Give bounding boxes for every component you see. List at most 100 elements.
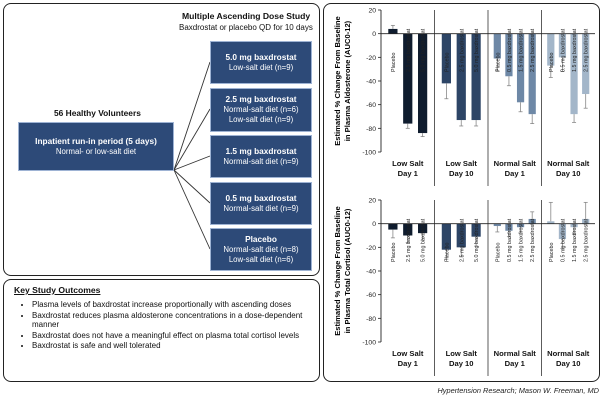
- y-tick-label: -20: [366, 55, 376, 62]
- y-axis-label: Estimated % Change From Baseline: [333, 206, 342, 336]
- bar: [441, 223, 451, 250]
- bar: [547, 221, 555, 224]
- bar-label: 2.5 mg baxdrostat: [406, 28, 412, 72]
- group-label: Day 10: [556, 359, 581, 368]
- bar-label: Placebo: [444, 243, 450, 262]
- group-label: Day 10: [449, 359, 474, 368]
- bar: [570, 223, 578, 228]
- bar-label: 5.0 mg baxdrostat: [474, 28, 480, 72]
- y-tick-label: -100: [362, 340, 376, 347]
- bar-label: 5.0 mg baxdrostat: [421, 218, 427, 262]
- bar-label: 0.5 mg baxdrostat: [560, 218, 566, 262]
- arm-dose: Placebo: [245, 233, 277, 244]
- bar: [582, 33, 590, 95]
- arm-dose: 0.5 mg baxdrostat: [225, 193, 297, 204]
- y-tick-label: -40: [366, 79, 376, 86]
- bar: [403, 33, 413, 124]
- connector-lines: [173, 61, 211, 250]
- y-tick-label: -20: [366, 245, 376, 252]
- bar: [582, 218, 590, 224]
- bar: [471, 223, 481, 237]
- results-panel: Estimated % Change From Baseline in Plasm…: [323, 3, 600, 382]
- y-axis-label: Estimated % Change From Baseline: [333, 16, 342, 146]
- y-tick-label: -60: [366, 102, 376, 109]
- arm-box-5mg: 5.0 mg baxdrostat Low-salt diet (n=9): [210, 41, 312, 84]
- bar-label: 2.5 mg baxdrostat: [584, 28, 590, 72]
- bar-label: Placebo: [495, 243, 501, 262]
- group-label: Low Salt: [392, 159, 424, 168]
- arm-line: Low-salt diet (n=6): [228, 254, 294, 264]
- aldosterone-chart: Estimated % Change From Baseline in Plasm…: [333, 8, 595, 186]
- bar-label: Placebo: [391, 243, 397, 262]
- arm-line: Normal-salt diet (n=9): [223, 156, 299, 166]
- outcome-item: Baxdrostat reduces plasma aldosterone co…: [32, 311, 314, 330]
- cortisol-chart: Estimated % Change From Baseline in Plasm…: [333, 198, 595, 376]
- bar: [505, 223, 513, 231]
- runin-title: Inpatient run-in period (5 days): [35, 136, 157, 147]
- bar-label: 1.5 mg baxdrostat: [572, 218, 578, 262]
- bar: [418, 33, 428, 134]
- y-axis-label: in Plasma Total Cortisol (AUC0-12): [343, 208, 352, 333]
- bar: [456, 223, 466, 248]
- study-design-panel: Multiple Ascending Dose Study Baxdrostat…: [3, 3, 320, 276]
- bar: [493, 33, 501, 59]
- bar-label: 0.5 mg baxdrostat: [507, 218, 513, 262]
- bar: [456, 33, 466, 121]
- bar: [403, 223, 413, 236]
- bar-label: Placebo: [495, 53, 501, 72]
- y-tick-label: -100: [362, 150, 376, 157]
- group-label: Normal Salt: [494, 159, 537, 168]
- arm-box-1-5mg: 1.5 mg baxdrostat Normal-salt diet (n=9): [210, 135, 312, 178]
- arm-box-2-5mg: 2.5 mg baxdrostat Normal-salt diet (n=6)…: [210, 88, 312, 132]
- arm-line: Normal-salt diet (n=8): [223, 244, 299, 254]
- bar: [471, 33, 481, 121]
- bar-label: 1.5 mg baxdrostat: [519, 28, 525, 72]
- arm-box-placebo: Placebo Normal-salt diet (n=8) Low-salt …: [210, 228, 312, 271]
- bar: [570, 33, 578, 115]
- arm-dose: 2.5 mg baxdrostat: [225, 94, 297, 105]
- bar: [388, 28, 398, 34]
- study-subtitle: Baxdrostat or placebo QD for 10 days: [179, 23, 313, 32]
- bar: [547, 33, 555, 66]
- bar: [528, 218, 536, 224]
- bar: [558, 223, 567, 240]
- study-title: Multiple Ascending Dose Study: [182, 11, 311, 21]
- arm-line: Normal-salt diet (n=9): [223, 203, 299, 213]
- bar: [516, 223, 525, 228]
- bar-label: Placebo: [549, 53, 555, 72]
- group-label: Low Salt: [446, 349, 478, 358]
- y-tick-label: -60: [366, 292, 376, 299]
- bar-label: 5.0 mg baxdrostat: [474, 218, 480, 262]
- outcomes-list: Plasma levels of baxdrostat increase pro…: [22, 300, 314, 352]
- arm-dose: 5.0 mg baxdrostat: [225, 52, 297, 63]
- arm-line: Low-salt diet (n=9): [228, 62, 294, 72]
- group-label: Normal Salt: [494, 349, 537, 358]
- bar-label: 2.5 mg baxdrostat: [459, 28, 465, 72]
- bar-label: Placebo: [444, 53, 450, 72]
- bar-label: 2.5 mg baxdrostat: [584, 218, 590, 262]
- group-label: Day 10: [556, 169, 581, 178]
- bar: [441, 33, 451, 84]
- group-label: Day 1: [398, 169, 419, 178]
- group-label: Day 1: [505, 169, 526, 178]
- outcome-item: Baxdrostat is safe and well tolerated: [32, 341, 314, 351]
- group-label: Normal Salt: [547, 349, 590, 358]
- bar: [516, 33, 525, 103]
- arm-box-0-5mg: 0.5 mg baxdrostat Normal-salt diet (n=9): [210, 182, 312, 225]
- bar-label: Placebo: [391, 53, 397, 72]
- group-label: Normal Salt: [547, 159, 590, 168]
- arm-dose: 1.5 mg baxdrostat: [225, 146, 297, 157]
- group-label: Day 10: [449, 169, 474, 178]
- y-tick-label: -80: [366, 126, 376, 133]
- group-label: Day 1: [505, 359, 526, 368]
- volunteers-label: 56 Healthy Volunteers: [54, 108, 141, 118]
- y-tick-label: 20: [368, 198, 376, 205]
- y-tick-label: 20: [368, 8, 376, 15]
- outcomes-title: Key Study Outcomes: [14, 285, 101, 295]
- arm-line: Normal-salt diet (n=6): [223, 105, 299, 115]
- outcome-item: Plasma levels of baxdrostat increase pro…: [32, 300, 314, 310]
- credit-line: Hypertension Research; Mason W. Freeman,…: [437, 386, 599, 395]
- y-axis-label: in Plasma Aldosterone (AUC0-12): [343, 20, 352, 141]
- runin-box: Inpatient run-in period (5 days) Normal-…: [18, 122, 174, 171]
- y-tick-label: -80: [366, 316, 376, 323]
